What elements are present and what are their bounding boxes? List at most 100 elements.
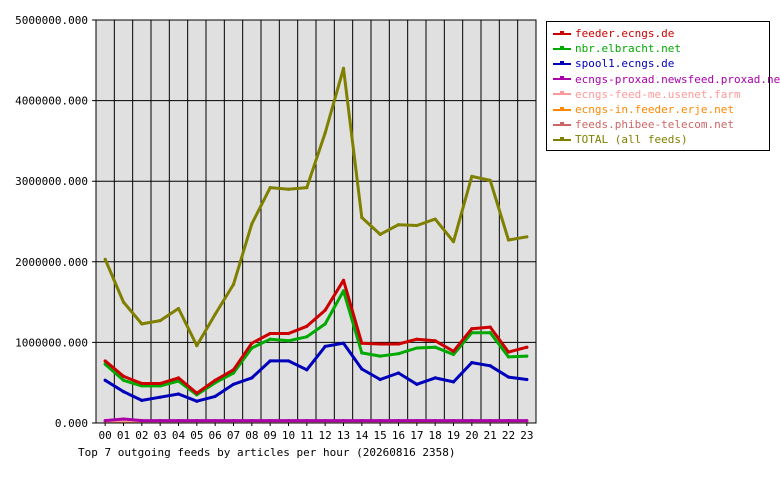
data-point <box>378 377 382 382</box>
data-point <box>470 174 474 178</box>
legend-swatch <box>553 30 571 35</box>
data-point <box>231 418 236 423</box>
data-point <box>525 235 529 239</box>
data-point <box>140 398 144 403</box>
data-point <box>415 346 419 350</box>
data-point <box>213 418 217 423</box>
chart-legend: feeder.ecngs.de nbr.elbracht.net spool1.ec… <box>546 21 780 151</box>
legend-label: nbr.elbracht.net <box>575 42 681 56</box>
data-point <box>378 418 382 423</box>
data-point <box>213 394 217 399</box>
x-tick-label: 09 <box>264 429 277 442</box>
x-tick-label: 13 <box>337 429 350 442</box>
data-point <box>451 418 456 423</box>
data-point <box>250 376 254 380</box>
legend-swatch <box>553 45 571 50</box>
legend-swatch <box>553 60 571 65</box>
data-point <box>176 392 181 396</box>
data-point <box>305 324 309 328</box>
x-tick-label: 02 <box>135 429 148 442</box>
x-tick-label: 18 <box>429 429 442 442</box>
legend-marker-icon <box>560 45 564 50</box>
y-tick-label: 4000000.000 <box>15 95 88 108</box>
data-point <box>195 418 199 423</box>
x-tick-label: 16 <box>392 429 405 442</box>
data-point <box>341 289 346 293</box>
legend-marker-icon <box>560 30 564 35</box>
x-tick-label: 20 <box>465 429 478 442</box>
legend-swatch <box>553 76 571 81</box>
data-point <box>158 384 162 388</box>
data-point <box>121 374 126 378</box>
data-point <box>195 391 199 395</box>
data-point <box>378 342 382 346</box>
data-point <box>360 367 364 371</box>
x-tick-label: 06 <box>209 429 222 442</box>
x-tick-label: 12 <box>319 429 332 442</box>
data-point <box>140 418 144 423</box>
x-tick-label: 04 <box>172 429 186 442</box>
data-point <box>140 384 144 388</box>
data-point <box>360 351 364 355</box>
data-point <box>323 344 327 349</box>
data-point <box>323 418 327 423</box>
legend-label: feeds.phibee-telecom.net <box>575 118 734 132</box>
series-line <box>104 341 527 403</box>
legend-item: TOTAL (all feeds) <box>553 132 769 147</box>
data-point <box>305 418 309 423</box>
data-point <box>433 217 437 221</box>
data-point <box>451 240 456 244</box>
data-point <box>231 371 236 375</box>
data-point <box>396 223 401 227</box>
legend-label: feeder.ecngs.de <box>575 27 675 41</box>
data-point <box>103 378 107 382</box>
data-point <box>470 418 474 423</box>
data-point <box>268 359 272 363</box>
data-point <box>433 339 437 343</box>
data-point <box>415 382 419 386</box>
x-tick-label: 05 <box>190 429 203 442</box>
data-point <box>341 66 346 70</box>
y-tick-label: 5000000.000 <box>15 14 88 27</box>
data-point <box>305 368 309 372</box>
data-point <box>140 322 144 326</box>
legend-item: ecngs-feed-me.usenet.farm <box>553 87 769 102</box>
x-tick-label: 22 <box>502 429 515 442</box>
data-point <box>250 222 254 226</box>
data-point <box>525 418 529 423</box>
legend-swatch <box>553 136 571 141</box>
data-point <box>103 418 107 423</box>
data-point <box>506 355 511 359</box>
x-tick-label: 07 <box>227 429 240 442</box>
data-point <box>231 382 236 386</box>
data-point <box>286 339 291 343</box>
legend-label: ecngs-proxad.newsfeed.proxad.net <box>575 72 780 86</box>
data-point <box>360 341 364 345</box>
x-tick-label: 14 <box>355 429 369 442</box>
y-tick-label: 0.000 <box>55 417 88 430</box>
data-point <box>268 186 272 190</box>
x-tick-label: 10 <box>282 429 295 442</box>
legend-item: ecngs-in.feeder.erje.net <box>553 102 769 117</box>
data-point <box>323 308 327 312</box>
data-point <box>286 187 291 191</box>
data-point <box>396 418 401 423</box>
legend-item: feeds.phibee-telecom.net <box>553 117 769 132</box>
data-point <box>525 345 529 349</box>
series-line <box>104 289 527 397</box>
series-line <box>104 278 528 395</box>
data-point <box>378 232 382 236</box>
x-tick-label: 15 <box>374 429 387 442</box>
series-line <box>105 417 527 423</box>
legend-label: ecngs-in.feeder.erje.net <box>575 103 734 117</box>
legend-label: TOTAL (all feeds) <box>575 133 688 147</box>
data-point <box>433 418 437 423</box>
data-point <box>323 131 327 135</box>
data-point <box>213 378 217 382</box>
data-point <box>103 359 107 363</box>
x-tick-label: 17 <box>410 429 423 442</box>
data-point <box>250 418 254 423</box>
data-point <box>176 306 181 311</box>
x-tick-label: 11 <box>300 429 313 442</box>
